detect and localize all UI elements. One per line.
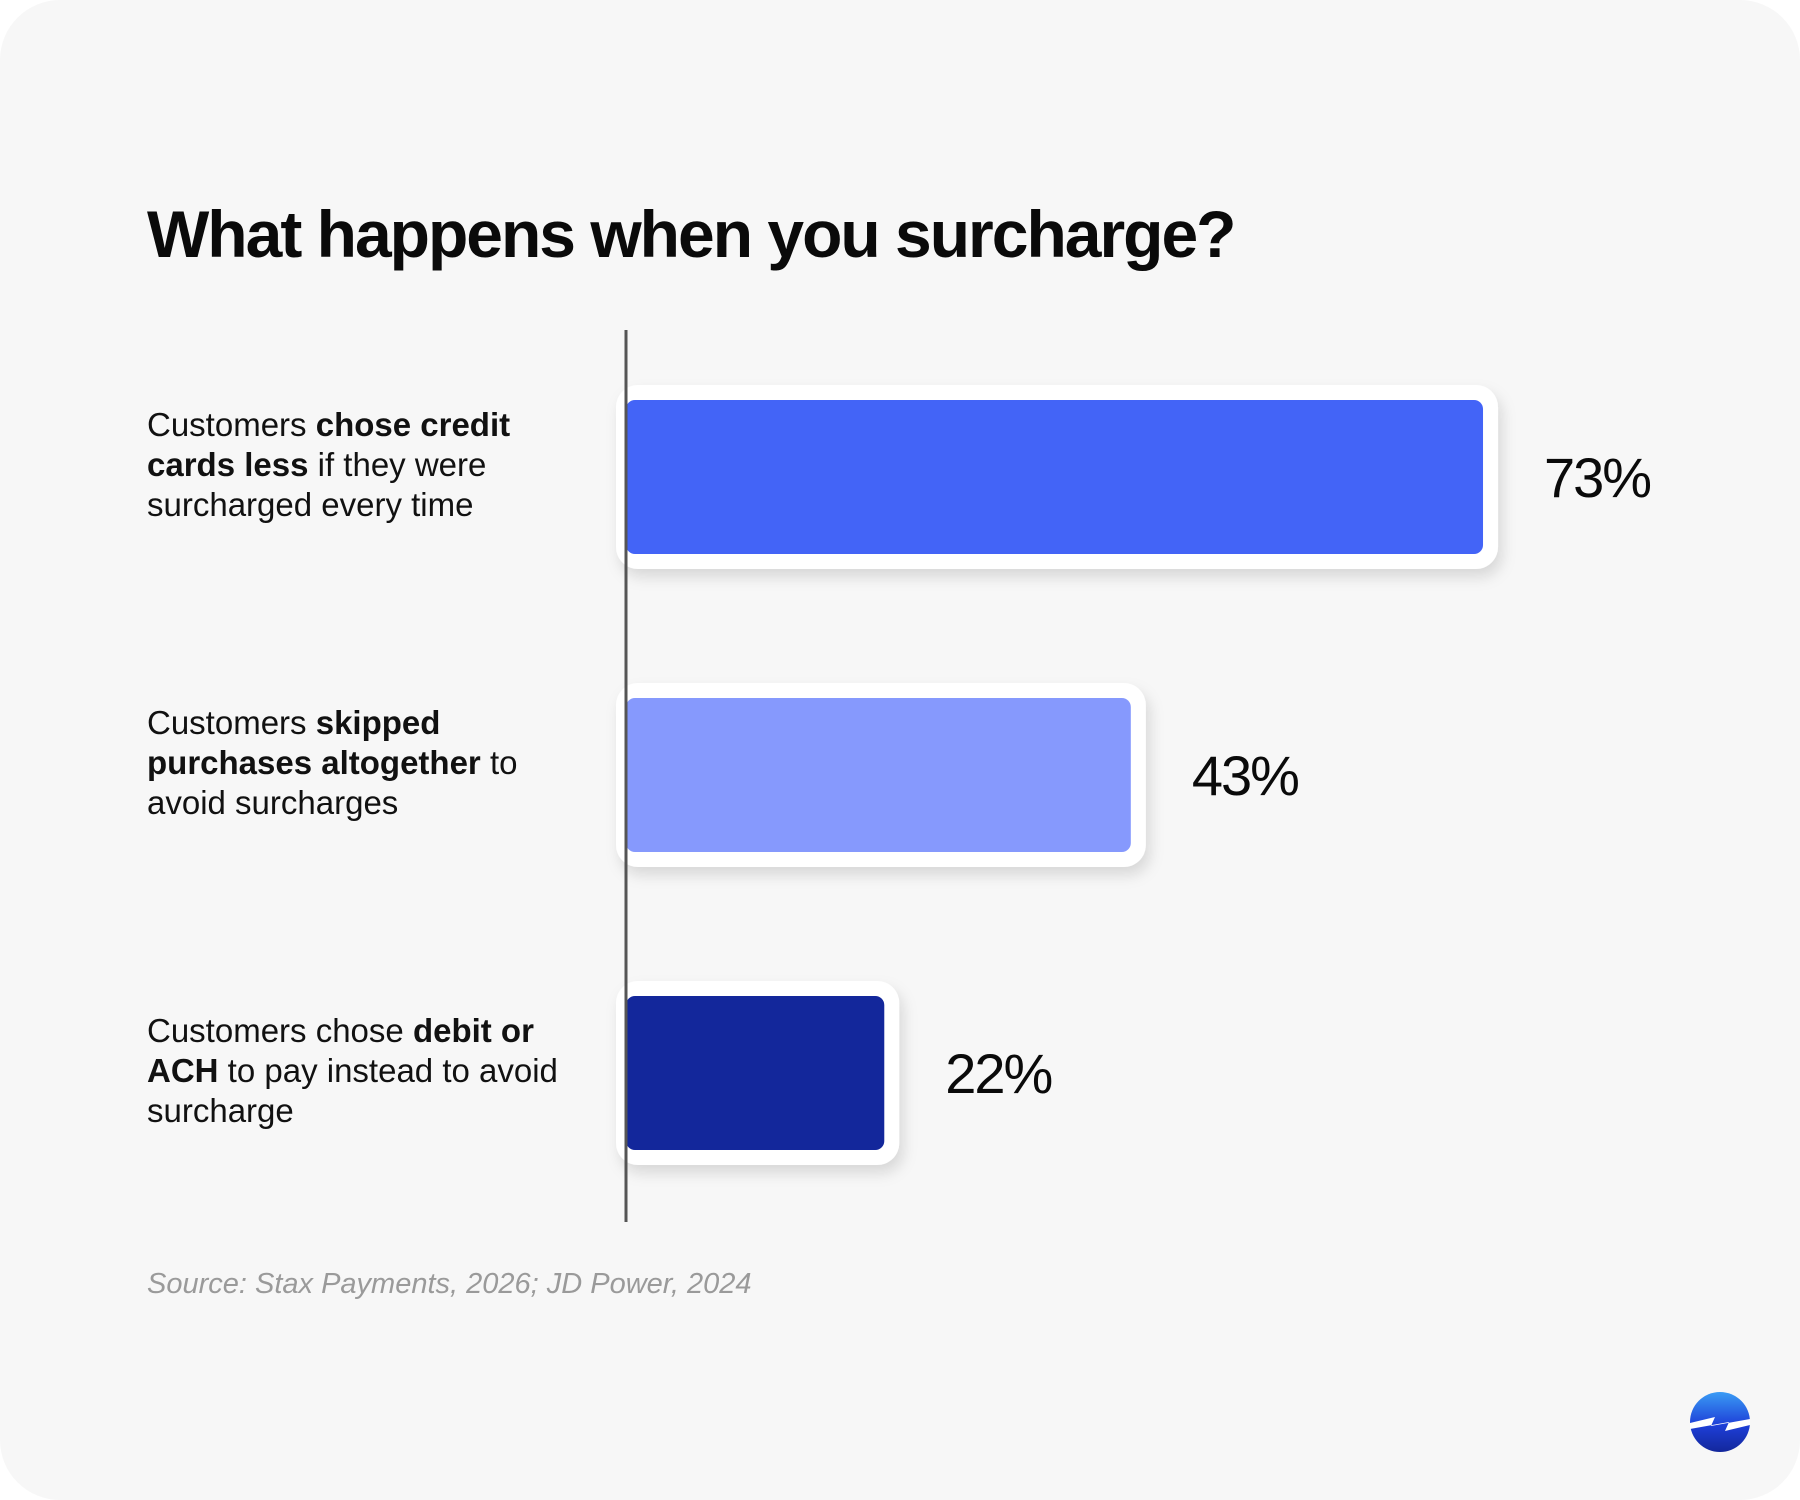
value-label-1: 73% (1544, 446, 1650, 509)
value-labels-layer: 73% 43% 22% (945, 446, 1652, 1105)
source-note: Source: Stax Payments, 2026; JD Power, 2… (147, 1268, 752, 1300)
bar-2 (626, 698, 1131, 852)
value-label-2: 43% (1192, 744, 1298, 807)
category-label-1: Customers chose credit cards less if the… (147, 406, 511, 523)
category-label-2: Customers skipped purchases altogether t… (147, 704, 518, 821)
bolt-circle-icon (1690, 1392, 1750, 1452)
bars-layer (616, 385, 1499, 1165)
page-title: What happens when you surcharge? (147, 197, 1236, 271)
value-label-3: 22% (945, 1042, 1051, 1105)
category-label-3: Customers chose debit or ACH to pay inst… (147, 1012, 558, 1129)
bar-3 (626, 996, 885, 1150)
bar-1 (626, 400, 1484, 554)
